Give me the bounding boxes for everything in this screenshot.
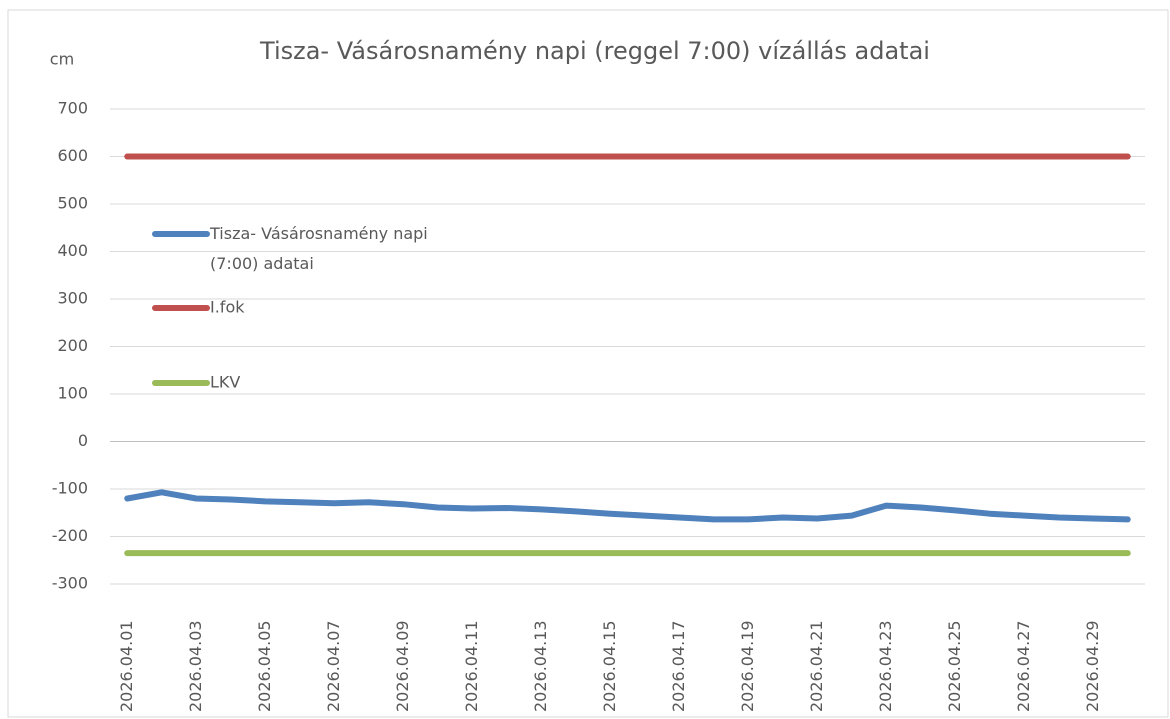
x-tick-label: 2026.04.25 bbox=[945, 620, 964, 712]
y-tick-label: 700 bbox=[57, 99, 88, 118]
y-tick-label: -200 bbox=[52, 526, 88, 545]
x-tick-label: 2026.04.15 bbox=[600, 620, 619, 712]
legend-label: Tisza- Vásárosnamény napi (7:00) adatai bbox=[209, 224, 428, 273]
y-tick-label: 200 bbox=[57, 336, 88, 355]
legend-label-line: Tisza- Vásárosnamény napi bbox=[209, 224, 428, 243]
y-tick-label: 600 bbox=[57, 146, 88, 165]
x-tick-label: 2026.04.17 bbox=[669, 620, 688, 712]
legend-label: I.fok bbox=[210, 298, 245, 317]
y-tick-label: 300 bbox=[57, 289, 88, 308]
y-tick-label: 400 bbox=[57, 241, 88, 260]
x-tick-label: 2026.04.07 bbox=[324, 620, 343, 712]
x-tick-label: 2026.04.19 bbox=[738, 620, 757, 712]
x-tick-label: 2026.04.13 bbox=[531, 620, 550, 712]
y-tick-label: 0 bbox=[78, 431, 88, 450]
x-tick-label: 2026.04.03 bbox=[186, 620, 205, 712]
x-tick-label: 2026.04.05 bbox=[255, 620, 274, 712]
y-tick-label: 500 bbox=[57, 194, 88, 213]
y-tick-label: 100 bbox=[57, 384, 88, 403]
x-tick-label: 2026.04.27 bbox=[1014, 620, 1033, 712]
series-line bbox=[124, 489, 1131, 523]
x-tick-label: 2026.04.09 bbox=[393, 620, 412, 712]
y-tick-label: -100 bbox=[52, 479, 88, 498]
x-tick-label: 2026.04.21 bbox=[807, 620, 826, 712]
chart-frame bbox=[7, 9, 1169, 718]
x-tick-label: 2026.04.23 bbox=[876, 620, 895, 712]
chart-title: Tisza- Vásárosnamény napi (reggel 7:00) … bbox=[259, 37, 930, 65]
legend-label-line: (7:00) adatai bbox=[210, 254, 314, 273]
legend-label: LKV bbox=[210, 373, 240, 392]
x-tick-label: 2026.04.01 bbox=[117, 620, 136, 712]
y-axis-label: cm bbox=[50, 50, 74, 69]
y-tick-label: -300 bbox=[52, 574, 88, 593]
x-tick-label: 2026.04.29 bbox=[1083, 620, 1102, 712]
x-tick-label: 2026.04.11 bbox=[462, 620, 481, 712]
